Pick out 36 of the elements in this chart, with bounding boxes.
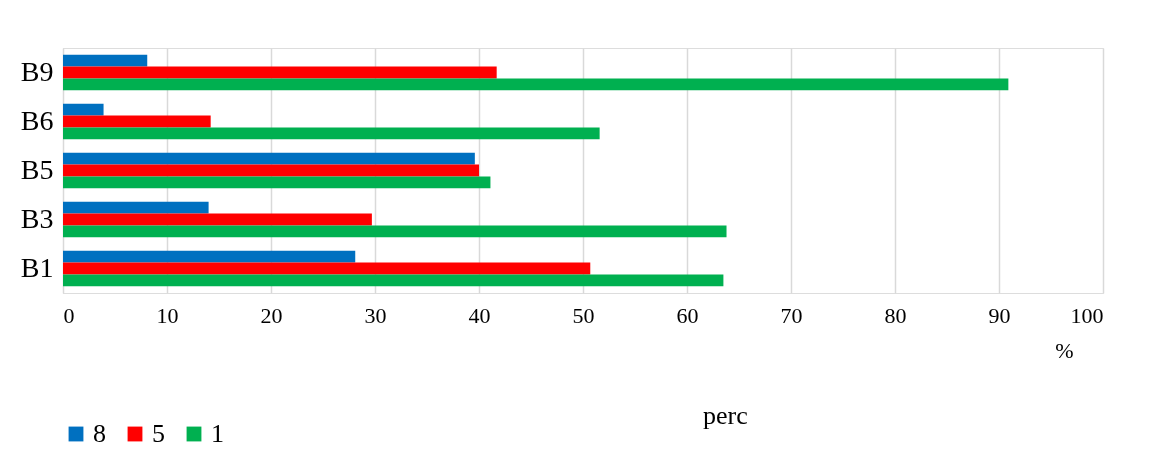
bar (63, 78, 1009, 91)
legend-label: 5 (152, 419, 165, 448)
y-tick-label: B6 (20, 104, 54, 136)
x-tick-label: 90 (988, 302, 1011, 328)
x-tick-label: 40 (468, 302, 491, 328)
bar (63, 225, 727, 238)
bar (63, 213, 372, 226)
bar (63, 103, 104, 116)
x-tick-label: 10 (156, 302, 179, 328)
bar (63, 250, 356, 263)
y-tick-label: B9 (20, 55, 54, 87)
y-tick-label: B5 (20, 153, 54, 185)
y-tick-label: B3 (20, 202, 54, 234)
bar (63, 152, 475, 165)
x-axis-title: % (1055, 337, 1074, 363)
x-tick-label: 80 (884, 302, 907, 328)
y-tick-label: B1 (20, 251, 54, 283)
bar (63, 54, 148, 67)
x-tick-label: 30 (364, 302, 387, 328)
bar (63, 127, 600, 140)
x-tick-label: 70 (780, 302, 803, 328)
x-tick-label: 60 (676, 302, 699, 328)
x-tick-label: 100 (1070, 302, 1104, 328)
bar (63, 201, 209, 214)
bar (63, 115, 211, 128)
text: perc (703, 401, 748, 430)
legend-label: 8 (93, 419, 106, 448)
bar (63, 274, 724, 287)
bar (63, 66, 497, 79)
legend-label: 1 (211, 419, 224, 448)
bar (63, 262, 591, 275)
bar (63, 176, 491, 189)
x-tick-label: 20 (260, 302, 283, 328)
bar (63, 164, 479, 177)
x-tick-label: 0 (63, 302, 75, 328)
x-tick-label: 50 (572, 302, 595, 328)
